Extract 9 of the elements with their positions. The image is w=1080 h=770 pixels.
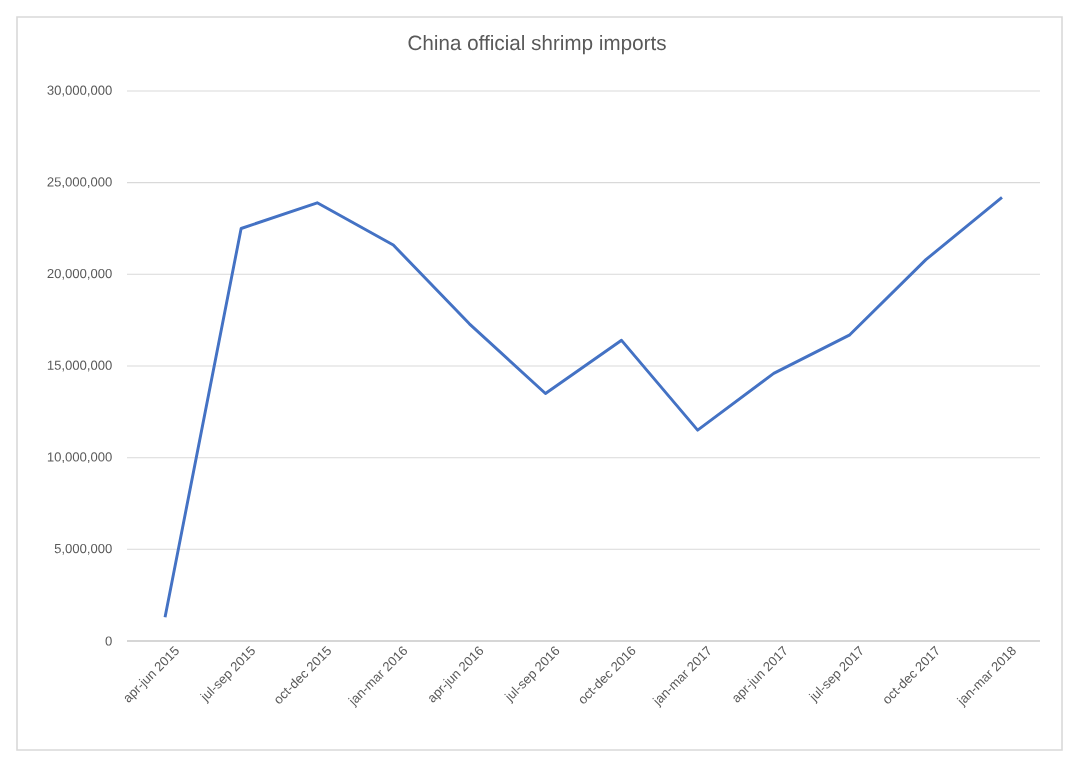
y-tick-label: 15,000,000 [47,360,112,372]
y-tick-label: 20,000,000 [47,268,112,280]
line-series [163,195,1004,619]
y-tick-label: 10,000,000 [47,452,112,464]
y-tick-label: 0 [105,636,112,646]
chart-title: China official shrimp imports [408,35,666,55]
y-tick-label: 30,000,000 [47,85,112,97]
y-tick-label: 25,000,000 [47,177,112,189]
y-tick-label: 5,000,000 [54,543,112,555]
